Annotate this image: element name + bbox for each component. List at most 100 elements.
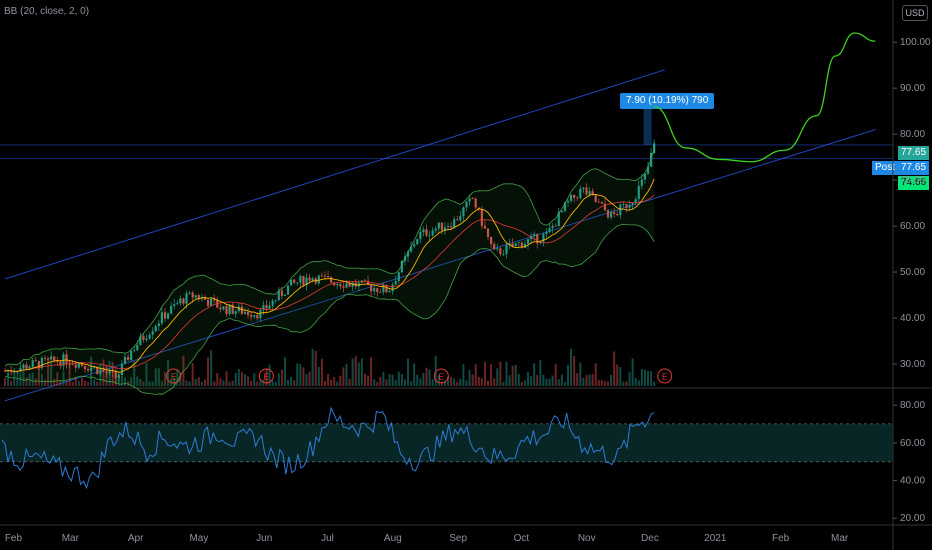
candle-body — [320, 275, 323, 277]
volume-bar — [302, 367, 305, 386]
volume-bar — [563, 381, 566, 386]
volume-bar — [148, 381, 151, 386]
volume-bar — [480, 378, 483, 386]
volume-bar — [31, 372, 34, 386]
candle-body — [450, 226, 453, 228]
candle-body — [25, 364, 28, 369]
time-tick-label: Mar — [831, 533, 849, 544]
candle-body — [373, 288, 376, 292]
candle-body — [185, 293, 188, 304]
volume-bar — [450, 377, 453, 386]
projection-line — [654, 32, 876, 163]
candle-body — [489, 236, 493, 245]
volume-bar — [428, 369, 431, 386]
candle-body — [631, 202, 634, 205]
candle-body — [339, 283, 342, 287]
candle-body — [410, 246, 413, 252]
candle-body — [526, 239, 530, 244]
candle-body — [496, 248, 499, 250]
volume-bar — [136, 376, 139, 386]
candle-body — [385, 285, 388, 293]
candle-body — [505, 244, 508, 254]
candle-body — [166, 313, 170, 319]
volume-bar — [548, 378, 551, 386]
volume-bar — [34, 378, 37, 386]
candle-body — [290, 279, 293, 286]
volume-bar — [557, 379, 560, 386]
candle-body — [170, 305, 173, 314]
volume-bar — [570, 348, 573, 386]
candle-body — [65, 354, 68, 364]
volume-bar — [74, 377, 77, 386]
candle-body — [222, 306, 225, 310]
candle-body — [93, 366, 96, 368]
volume-bar — [231, 380, 234, 386]
candle-body — [59, 361, 62, 366]
candle-body — [277, 290, 280, 301]
volume-bar — [160, 381, 163, 386]
time-tick-label: 2021 — [704, 533, 727, 544]
candle-body — [259, 309, 262, 319]
volume-bar — [213, 381, 216, 386]
volume-bar — [493, 378, 496, 386]
candle-body — [299, 276, 302, 283]
volume-bar — [573, 355, 576, 386]
candle-body — [594, 195, 597, 202]
volume-bar — [637, 380, 640, 386]
volume-bar — [71, 381, 74, 386]
volume-bar — [299, 364, 302, 386]
volume-bar — [228, 381, 231, 386]
candle-body — [50, 356, 53, 360]
candle-body — [268, 305, 271, 309]
candle-body — [569, 194, 573, 201]
candle-body — [622, 204, 625, 205]
earnings-marker — [258, 368, 274, 384]
volume-bar — [210, 350, 213, 386]
candle-body — [480, 208, 483, 226]
candle-body — [265, 305, 268, 309]
volume-bar — [271, 380, 274, 386]
candle-body — [640, 179, 643, 186]
volume-bar — [277, 373, 280, 386]
rsi-tick-label: 40.00 — [900, 476, 925, 487]
candle-body — [613, 212, 616, 215]
candle-body — [123, 356, 127, 364]
post-label: Post — [872, 161, 899, 175]
volume-bar — [370, 357, 373, 386]
volume-bar — [459, 378, 462, 386]
candle-body — [203, 297, 207, 300]
candle-body — [216, 300, 219, 308]
volume-bar — [567, 364, 570, 386]
volume-bar — [425, 367, 428, 386]
indicator-label[interactable]: BB (20, close, 2, 0) — [4, 6, 90, 17]
candle-body — [600, 202, 603, 204]
volume-bar — [265, 368, 268, 386]
candle-body — [514, 243, 517, 247]
time-tick-label: Oct — [514, 533, 530, 544]
volume-bar — [16, 377, 19, 386]
candle-body — [163, 312, 167, 319]
candle-body — [428, 235, 431, 237]
volume-bar — [145, 363, 148, 386]
volume-bar — [434, 355, 437, 386]
time-tick-label: Apr — [128, 533, 144, 544]
candle-body — [262, 305, 265, 310]
rsi-line — [1, 406, 655, 490]
volume-bar — [490, 364, 493, 386]
volume-bar — [157, 368, 160, 386]
volume-bar — [351, 358, 354, 386]
currency-button[interactable]: USD — [902, 5, 928, 21]
candle-body — [416, 239, 419, 245]
candle-body — [606, 210, 610, 218]
candles — [3, 139, 656, 384]
candle-body — [157, 323, 160, 327]
volume-bar — [43, 379, 46, 386]
price-tick-label: 90.00 — [900, 83, 925, 94]
candle-body — [366, 280, 370, 285]
candle-body — [502, 253, 505, 255]
candle-body — [22, 364, 25, 368]
volume-bar — [185, 380, 188, 386]
candle-body — [19, 367, 22, 372]
